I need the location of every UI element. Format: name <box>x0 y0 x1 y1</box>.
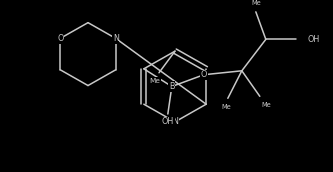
Text: OH: OH <box>308 35 320 44</box>
Text: O: O <box>57 34 64 43</box>
Text: Me: Me <box>251 0 261 6</box>
Text: Me: Me <box>221 104 231 110</box>
Text: Me: Me <box>150 78 161 84</box>
Text: O: O <box>201 70 207 79</box>
Text: N: N <box>172 117 178 126</box>
Text: B: B <box>169 82 174 91</box>
Text: OH: OH <box>162 117 174 126</box>
Text: N: N <box>113 34 119 43</box>
Text: Me: Me <box>261 102 271 108</box>
